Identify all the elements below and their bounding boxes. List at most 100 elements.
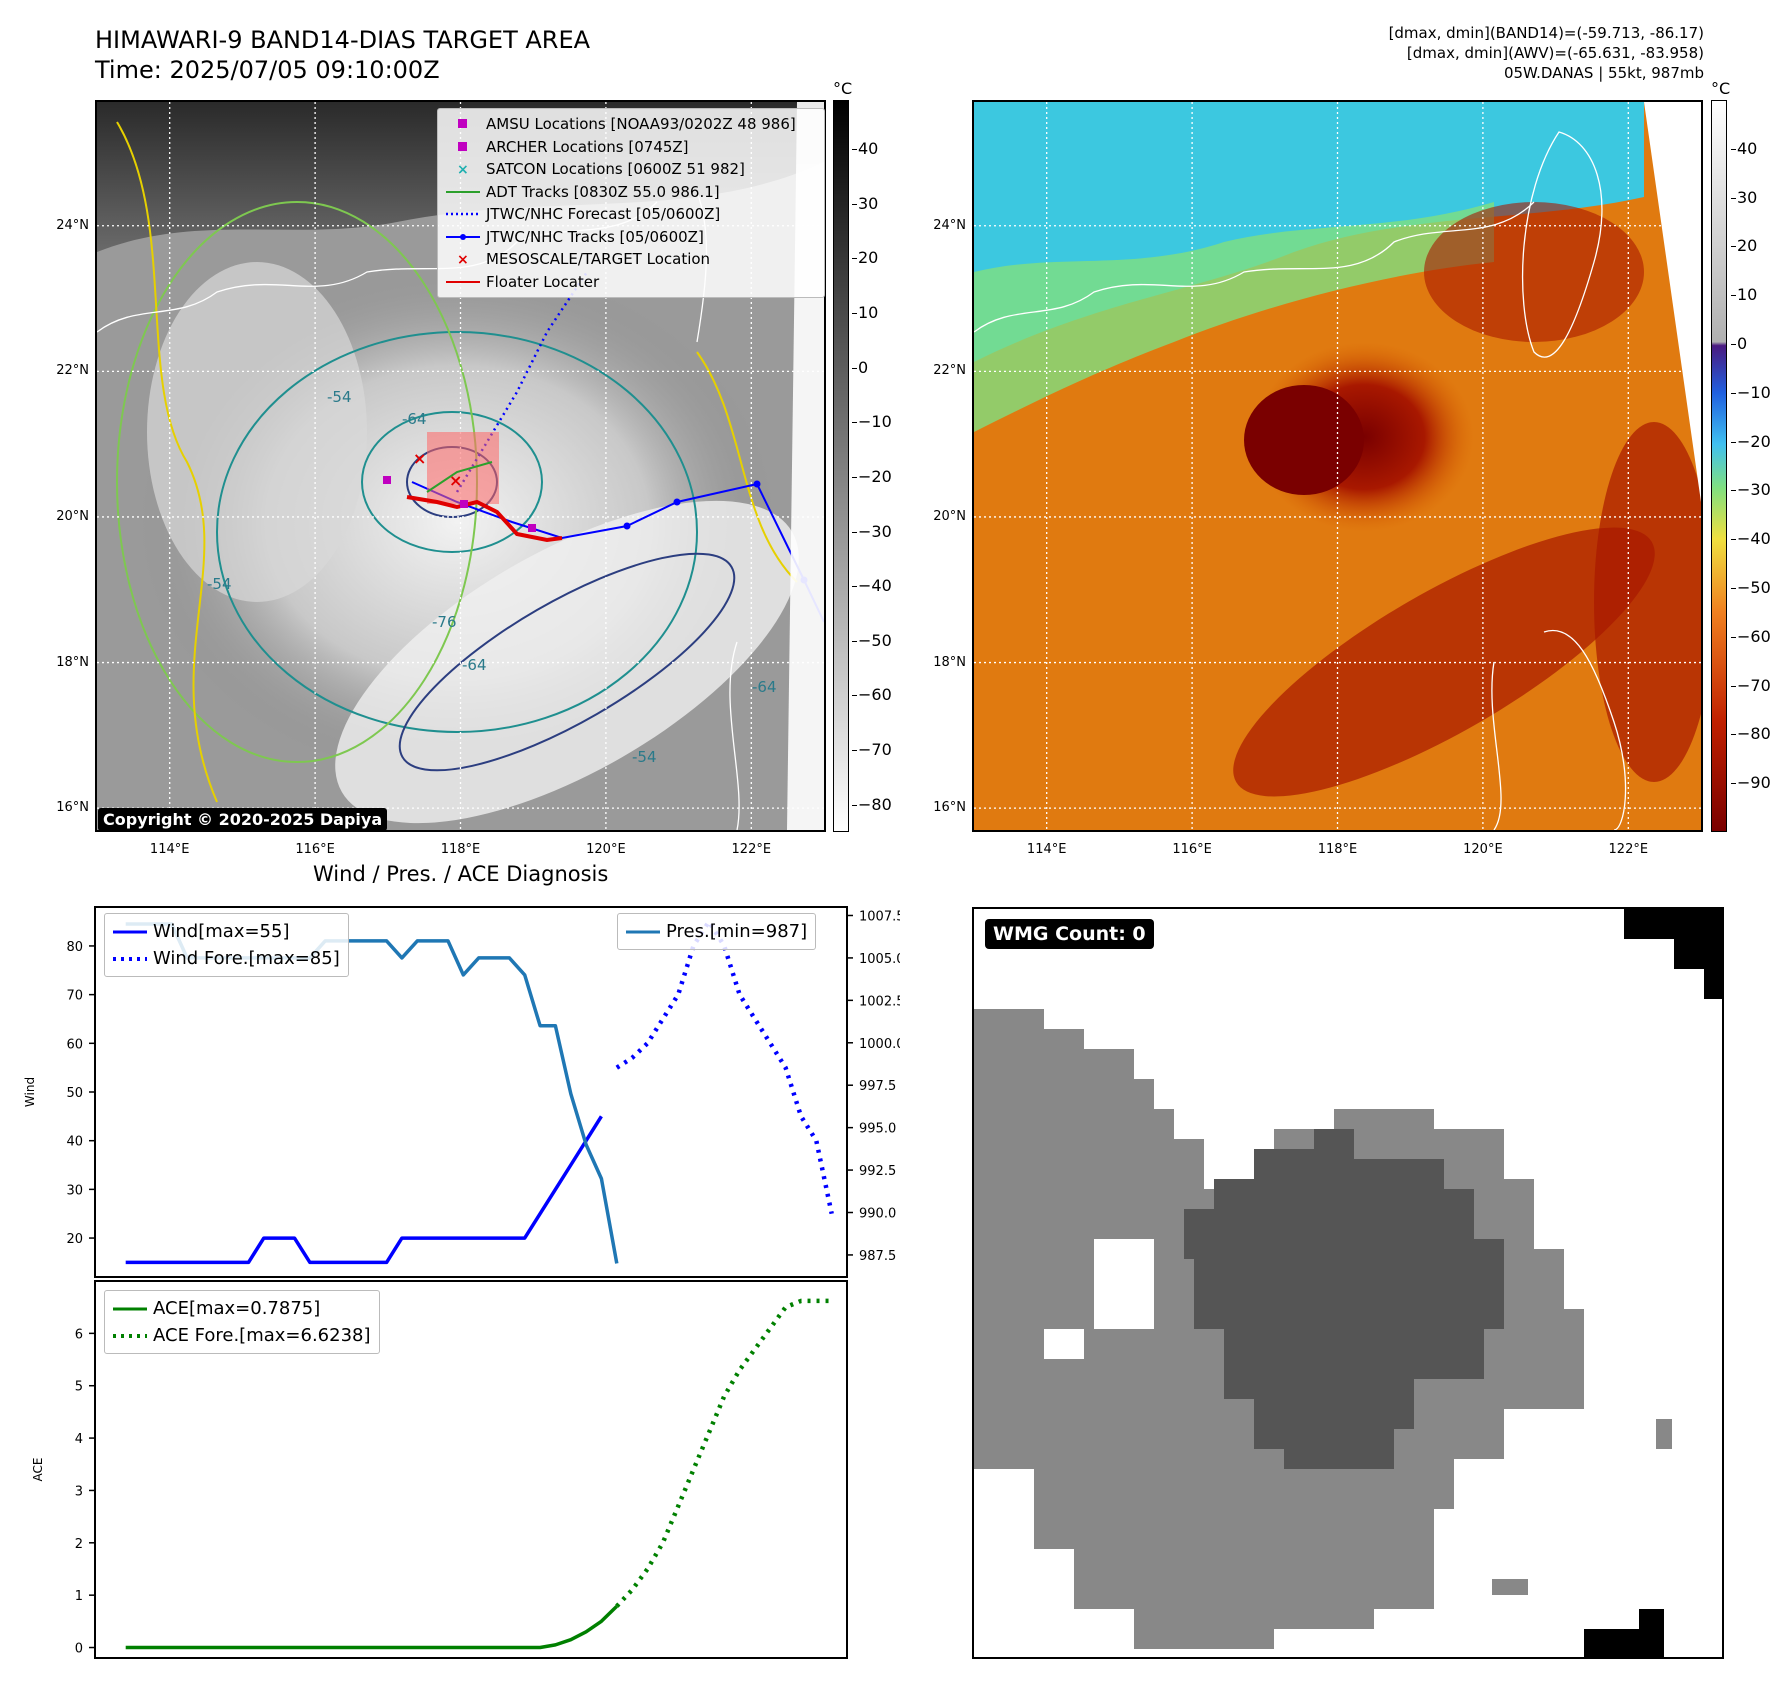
contour-label: -76 <box>432 613 457 631</box>
colorbar-tick-mark <box>852 476 857 478</box>
lat-tick-label: 24°N <box>56 217 89 233</box>
awv-map-svg <box>974 102 1701 830</box>
lat-tick-label: 22°N <box>56 363 89 379</box>
colorbar-tick-mark <box>852 203 857 205</box>
ace-legend: ACE[max=0.7875] ACE Fore.[max=6.6238] <box>104 1290 380 1354</box>
colorbar-tick-label: −60 <box>1737 626 1771 646</box>
map-legend-label: MESOSCALE/TARGET Location <box>486 250 711 268</box>
ace-legend-solid-line <box>113 1307 147 1310</box>
right-colorbar-unit: °C <box>1711 79 1731 98</box>
colorbar-tick-mark <box>1731 490 1736 492</box>
colorbar-tick-mark <box>1731 783 1736 785</box>
series-line <box>125 1115 603 1265</box>
colorbar-tick-label: 20 <box>858 248 879 268</box>
y-tick-label: 1 <box>75 1589 83 1604</box>
colorbar-tick-label: −30 <box>858 521 892 541</box>
colorbar-tick-mark <box>852 422 857 424</box>
colorbar-tick-label: 20 <box>1737 236 1758 256</box>
map-legend-item: × SATCON Locations [0600Z 51 982] <box>446 158 816 181</box>
colorbar-tick-mark <box>852 313 857 315</box>
y2-tick-label: 997.5 <box>859 1079 896 1094</box>
contour-64-eye <box>361 411 543 553</box>
awv-taiwan-coastline <box>1521 131 1603 358</box>
band14-range-info: [dmax, dmin](BAND14)=(-59.713, -86.17) <box>1388 24 1704 42</box>
wind-legend-solid-line <box>113 930 147 933</box>
wind-legend: Wind[max=55] Wind Fore.[max=85] <box>104 913 349 977</box>
lon-tick-label: 122°E <box>731 842 772 857</box>
contour-label: -54 <box>327 388 352 406</box>
copyright-label: Copyright © 2020-2025 Dapiya <box>98 808 388 831</box>
awv-gridlines <box>974 102 1701 830</box>
colorbar-tick-mark <box>1731 685 1736 687</box>
lon-tick-label: 116°E <box>1172 842 1212 857</box>
map-legend-label: ADT Tracks [0830Z 55.0 986.1] <box>486 182 720 201</box>
wmg-dark-region <box>1184 1129 1504 1469</box>
wind-axes: 20 30 40 50 60 70 80 987.5 990.0 992.5 995.0 997.5 1… <box>23 909 900 1263</box>
lon-tick-label: 114°E <box>1026 842 1067 857</box>
y-tick-label: 70 <box>66 989 83 1004</box>
colorbar-tick-label: −70 <box>1737 675 1771 695</box>
y2-tick-label: 1002.5 <box>859 994 900 1009</box>
ace-series-group <box>125 1298 832 1650</box>
pressure-legend: Pres.[min=987] <box>617 913 817 950</box>
temperature-contours <box>116 121 798 803</box>
colorbar-tick-label: −20 <box>1737 431 1771 451</box>
storm-info: 05W.DANAS | 55kt, 987mb <box>1503 64 1704 82</box>
map-legend-item: ADT Tracks [0830Z 55.0 986.1] <box>446 181 816 204</box>
figure-title: HIMAWARI-9 BAND14-DIAS TARGET AREA <box>95 26 591 54</box>
colorbar-tick-mark <box>1731 344 1736 345</box>
awv-luzon-coastline <box>1491 629 1627 830</box>
svg-text:×: × <box>457 163 469 175</box>
colorbar-tick-label: 40 <box>858 139 879 159</box>
colorbar-tick-mark <box>1731 734 1736 736</box>
y-tick-label: 3 <box>75 1484 83 1499</box>
right-colorbar <box>1711 100 1727 832</box>
colorbar-tick-mark <box>852 531 857 533</box>
pressure-legend-line <box>626 930 660 933</box>
y-axis-label: Wind <box>23 1077 37 1107</box>
colorbar-tick-label: −90 <box>1737 773 1771 793</box>
square-marker-icon <box>446 141 480 153</box>
wmg-panel <box>972 907 1724 1659</box>
contour-yellow-east <box>696 351 798 583</box>
line-icon <box>446 276 480 288</box>
contour-label: -64 <box>752 678 777 696</box>
awv-green-band <box>974 202 1494 432</box>
left-colorbar-unit: °C <box>833 79 853 98</box>
x-marker-icon: × <box>446 253 480 265</box>
y2-tick-label: 1005.0 <box>859 952 900 967</box>
colorbar-tick-mark <box>852 695 857 697</box>
y2-tick-label: 992.5 <box>859 1164 896 1179</box>
svg-text:×: × <box>457 253 469 265</box>
line-dot-icon <box>446 231 480 243</box>
colorbar-tick-mark <box>1731 392 1736 394</box>
y-tick-label: 40 <box>66 1135 83 1150</box>
ace-legend-label: ACE[max=0.7875] <box>153 1298 321 1319</box>
awv-coastlines <box>974 131 1627 830</box>
diagnosis-title: Wind / Pres. / ACE Diagnosis <box>313 862 609 886</box>
luzon-coastline <box>729 641 740 830</box>
target-area-box <box>427 432 499 504</box>
colorbar-tick-label: −70 <box>858 740 892 760</box>
colorbar-tick-label: −40 <box>858 576 892 596</box>
map-legend-label: Floater Locater <box>486 272 600 291</box>
line-icon <box>446 186 480 198</box>
lat-tick-label: 22°N <box>933 363 966 379</box>
figure-time: Time: 2025/07/05 09:10:00Z <box>95 56 440 84</box>
lat-tick-label: 16°N <box>933 800 966 816</box>
jtwc-track-point <box>673 498 681 506</box>
archer-location-marker <box>460 500 468 508</box>
contour-label: -64 <box>462 656 487 674</box>
colorbar-tick-mark <box>1731 295 1736 297</box>
lon-tick-label: 122°E <box>1608 842 1649 857</box>
colorbar-tick-label: −30 <box>1737 480 1771 500</box>
contour-label: -64 <box>402 410 427 428</box>
wmg-white-gap <box>1044 1329 1084 1359</box>
lon-tick-label: 114°E <box>149 842 190 857</box>
awv-range-info: [dmax, dmin](AWV)=(-65.631, -83.958) <box>1406 44 1704 62</box>
map-legend-label: JTWC/NHC Tracks [05/0600Z] <box>486 227 704 246</box>
y-axis-label: ACE <box>31 1458 45 1482</box>
lon-tick-label: 116°E <box>295 842 335 857</box>
dotted-line-icon <box>446 208 480 220</box>
y-tick-label: 20 <box>66 1232 83 1247</box>
